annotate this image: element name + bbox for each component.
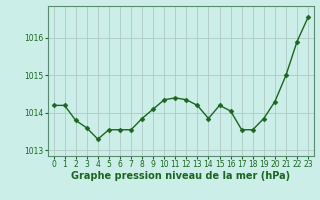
X-axis label: Graphe pression niveau de la mer (hPa): Graphe pression niveau de la mer (hPa) (71, 171, 290, 181)
